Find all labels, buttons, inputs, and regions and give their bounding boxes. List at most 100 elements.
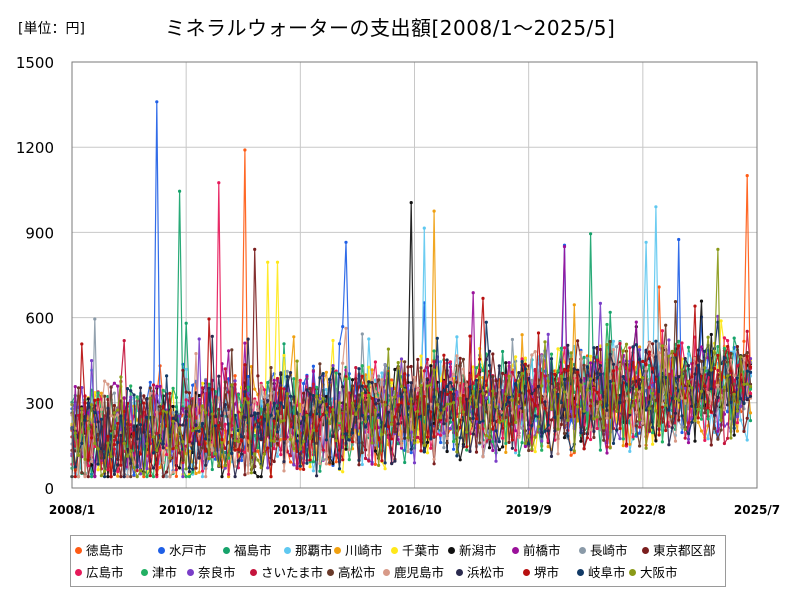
data-point [556,382,560,386]
data-point [246,471,250,475]
data-point [520,357,524,361]
data-point [644,348,648,352]
data-point [664,428,668,433]
data-point [732,373,736,377]
data-point [360,391,364,395]
data-point [608,446,612,450]
data-point [220,414,224,418]
data-point [514,420,518,424]
data-point [540,448,544,452]
data-point [197,394,201,398]
data-point [331,462,335,466]
data-point [109,455,113,459]
data-point [377,378,381,382]
data-point [514,429,518,433]
data-point [204,379,208,383]
data-point [132,466,136,470]
data-point [103,379,107,383]
data-point [200,469,205,473]
data-point [748,384,753,389]
data-point [709,410,713,414]
data-point [305,388,309,392]
data-point [155,394,159,398]
data-point [259,466,263,470]
data-point [429,446,433,450]
legend-label: 東京都区部 [653,543,716,558]
data-point [106,441,110,445]
data-point [364,393,368,397]
data-point [233,475,237,479]
data-point [726,436,730,440]
data-point [227,475,231,479]
legend-label: 前橋市 [523,543,561,558]
data-point [611,441,616,445]
data-point [184,415,188,419]
data-point [478,441,482,445]
data-point [448,390,452,394]
data-point [380,459,384,463]
data-point [713,351,717,355]
data-point [161,475,165,479]
data-point [546,429,550,433]
data-point [429,410,433,414]
data-point [337,372,342,376]
data-point [282,353,286,358]
data-point [308,392,312,396]
data-point [732,336,736,340]
data-point [174,395,178,400]
data-point [122,339,126,343]
data-point [315,394,319,398]
data-point [654,409,658,413]
data-point [445,449,449,454]
data-point [722,441,727,446]
x-tick-label: 2016/10 [387,503,441,517]
data-point [657,285,661,289]
data-point [90,359,94,363]
data-point [158,384,162,388]
data-point [680,425,684,430]
data-point [595,405,599,409]
data-point [478,357,482,361]
data-point [501,349,505,354]
data-point [256,374,260,378]
data-point [116,413,120,417]
data-point [155,473,159,477]
data-point [165,470,169,474]
data-point [686,432,691,436]
data-point [243,148,247,152]
data-point [474,378,479,382]
data-point [318,469,322,473]
data-point [439,416,443,420]
data-point [585,356,590,360]
data-point [478,420,482,424]
data-point [673,411,678,415]
data-point [722,385,727,389]
data-point [432,209,436,213]
data-point [243,363,247,367]
data-point [207,457,211,461]
data-point [262,407,267,411]
data-point [693,304,697,308]
data-point [693,439,697,443]
data-point [204,475,208,479]
data-point [83,418,87,422]
legend-marker [187,569,194,576]
data-point [559,416,563,420]
data-point [514,355,518,359]
data-point [579,439,583,443]
data-point [638,345,642,349]
data-point [553,388,557,392]
data-point [598,301,603,305]
data-point [86,401,90,405]
data-point [504,361,508,365]
data-point [93,391,97,395]
data-point [706,372,710,376]
data-point [543,429,547,433]
data-point [664,403,668,407]
data-point [227,472,231,476]
data-point [93,317,97,321]
data-point [572,303,576,307]
data-point [458,364,462,368]
data-point [266,260,270,264]
data-point [233,402,237,406]
